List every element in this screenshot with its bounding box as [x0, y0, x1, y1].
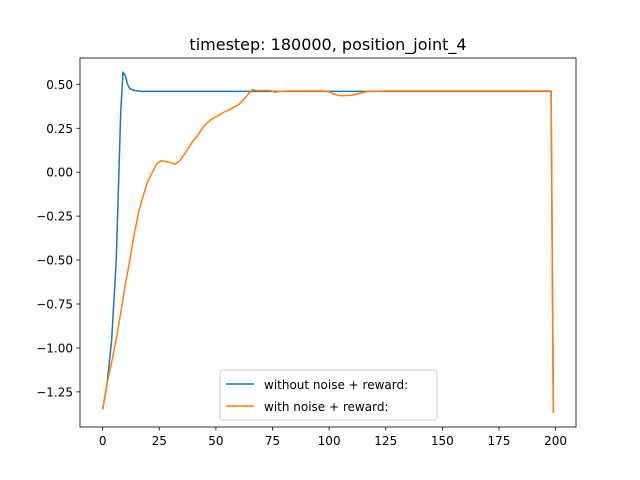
y-tick-label: −0.25: [36, 210, 73, 224]
x-tick-label: 175: [488, 434, 511, 448]
plot-frame: [79, 57, 577, 428]
x-tick-label: 150: [431, 434, 454, 448]
x-tick-label: 200: [544, 434, 567, 448]
plot-area: [80, 58, 576, 427]
y-tick-label: −1.00: [36, 341, 73, 355]
y-tick-label: 0.25: [46, 122, 73, 136]
y-axis: 0.50 0.25 0.00 −0.25 −0.50 −0.75 −1.00 −1.25: [36, 78, 80, 399]
x-tick-label: 75: [265, 434, 280, 448]
legend-box: [219, 369, 438, 421]
series-line-with-noise-reward: [101, 88, 555, 413]
x-axis: 0 25 50 75 100 125 150 175 200: [99, 427, 567, 448]
chart-title: timestep: 180000, position_joint_4: [189, 35, 466, 55]
legend-label-with-noise: with noise + reward:: [264, 400, 388, 414]
x-tick-label: 0: [99, 434, 107, 448]
y-tick-label: −1.25: [36, 385, 73, 399]
legend-label-without-noise: without noise + reward:: [264, 378, 408, 392]
y-tick-label: −0.50: [36, 254, 73, 268]
x-tick-label: 125: [374, 434, 397, 448]
x-tick-label: 50: [208, 434, 223, 448]
x-tick-label: 100: [318, 434, 341, 448]
y-tick-label: 0.50: [46, 78, 73, 92]
y-tick-label: −0.75: [36, 298, 73, 312]
legend: without noise + reward: with noise + rew…: [219, 369, 438, 421]
x-tick-label: 25: [152, 434, 167, 448]
series-layer: [101, 71, 555, 413]
y-tick-label: 0.00: [46, 166, 73, 180]
